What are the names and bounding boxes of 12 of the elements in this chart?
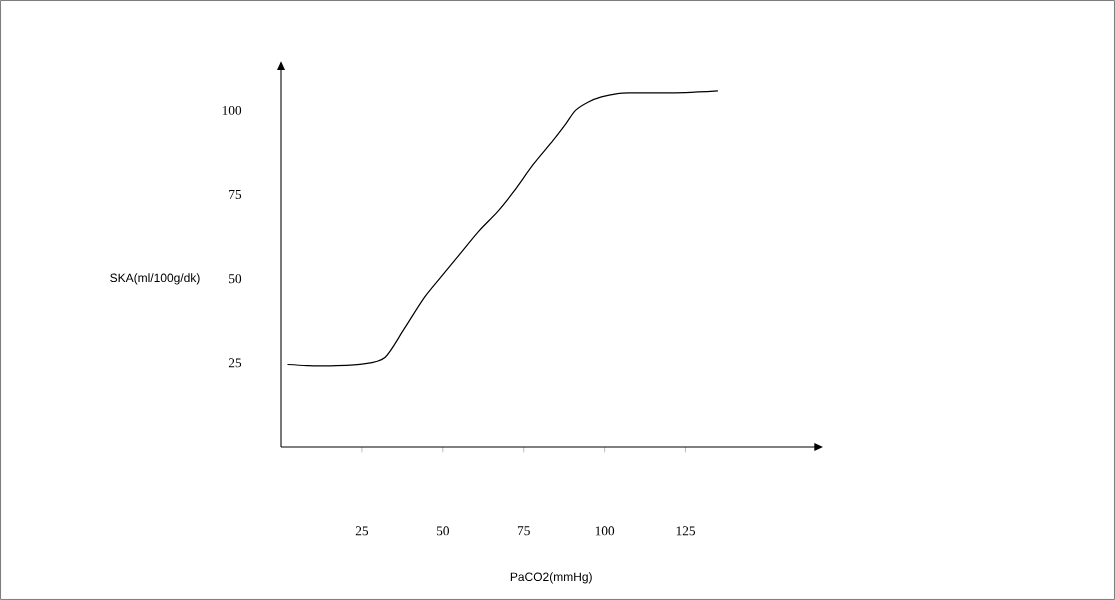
y-tick-label: 100 — [222, 105, 242, 115]
y-tick-label: 25 — [228, 358, 242, 368]
y-tick-label: 75 — [229, 190, 242, 199]
line-series — [286, 90, 719, 367]
x-tick-label: 25 — [355, 526, 369, 536]
x-axis-title: PaCO2(mmHg) — [510, 572, 592, 584]
x-tick-label: 125 — [676, 526, 696, 536]
x-tick-label: 100 — [595, 526, 615, 536]
x-tick-label: 50 — [436, 526, 449, 536]
y-tick-label: 50 — [229, 274, 242, 284]
x-tick-label: 75 — [517, 526, 530, 536]
y-axis-title: SKA(ml/100g/dk) — [110, 273, 200, 285]
